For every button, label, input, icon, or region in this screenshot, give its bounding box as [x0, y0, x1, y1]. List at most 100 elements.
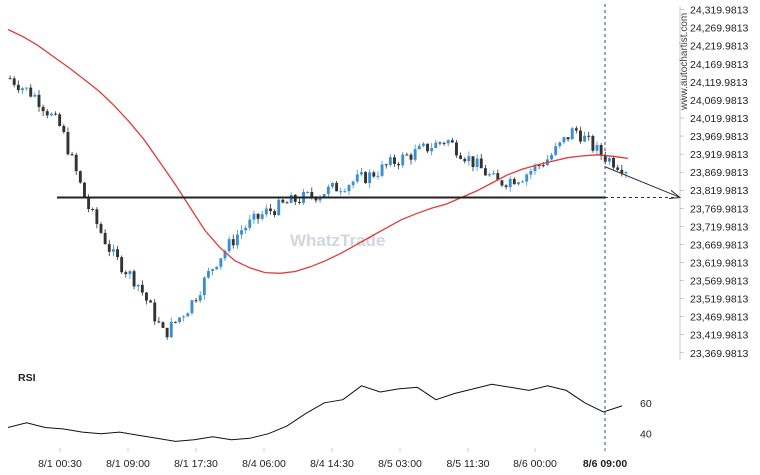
price-tick-label: 24,219.9813	[690, 41, 749, 53]
candle-body	[579, 130, 582, 142]
forecast-arrowhead	[668, 190, 682, 199]
price-tick-label: 23,719.9813	[690, 221, 749, 233]
candle-body	[103, 232, 107, 245]
candle-body	[248, 219, 252, 228]
candle-body	[140, 284, 144, 293]
candle-body	[620, 169, 624, 174]
candle-body	[58, 114, 62, 126]
candle-body	[384, 164, 388, 166]
candle-body	[314, 196, 318, 201]
candle-body	[281, 199, 285, 203]
candle-body	[442, 142, 446, 144]
candle-body	[343, 191, 347, 193]
price-tick-label: 23,769.9813	[690, 203, 749, 215]
candle-body	[393, 157, 396, 164]
candle-body	[368, 172, 372, 184]
candle-body	[574, 128, 578, 131]
candle-body	[21, 88, 24, 91]
candle-body	[550, 154, 553, 160]
candle-body	[29, 87, 33, 97]
watermark-center: WhatzTrade	[290, 231, 385, 250]
candle-body	[223, 251, 227, 259]
candle-body	[318, 196, 322, 201]
candle-body	[455, 142, 458, 156]
price-tick-label: 23,969.9813	[690, 131, 749, 143]
candle-body	[488, 174, 491, 176]
candle-body	[153, 302, 157, 322]
candle-body	[479, 158, 483, 169]
candle-body	[149, 300, 153, 303]
candle-body	[120, 257, 124, 273]
candle-body	[231, 239, 235, 246]
price-tick-label: 24,069.9813	[690, 95, 749, 107]
candle-body	[438, 142, 442, 144]
candle-body	[326, 186, 330, 195]
candle-body	[70, 154, 74, 156]
candle-body	[202, 277, 206, 296]
candle-body	[285, 202, 289, 204]
candle-body	[178, 317, 181, 323]
candle-body	[446, 140, 450, 144]
candle-body	[401, 154, 405, 166]
rsi-line	[7, 383, 623, 442]
time-tick-label: 8/1 17:30	[174, 458, 218, 470]
candle-body	[95, 209, 99, 225]
candle-body	[570, 128, 574, 140]
candle-body	[198, 295, 202, 301]
candle-body	[595, 145, 599, 151]
price-tick-label: 23,919.9813	[690, 149, 749, 161]
time-tick-label: 8/6 09:00	[583, 458, 628, 470]
candle-body	[388, 157, 392, 166]
candle-body	[397, 163, 401, 166]
candle-body	[587, 135, 591, 137]
rsi-axis-labels: 60 40	[640, 398, 652, 441]
candle-body	[182, 316, 186, 318]
candle-body	[500, 180, 504, 186]
candle-body	[533, 165, 537, 172]
candle-body	[537, 165, 541, 167]
candle-body	[219, 258, 223, 267]
candle-body	[91, 208, 95, 210]
candle-body	[504, 185, 508, 188]
forecast-arrow-line	[604, 166, 681, 198]
time-tick-label: 8/1 09:00	[106, 458, 150, 470]
candle-body	[25, 87, 29, 89]
candle-body	[417, 145, 421, 150]
candle-body	[173, 321, 177, 323]
candle-body	[541, 165, 545, 167]
candle-body	[186, 313, 190, 317]
price-tick-label: 23,669.9813	[690, 239, 749, 251]
rsi-title: RSI	[18, 372, 36, 384]
candle-body	[45, 111, 49, 116]
price-tick-label: 23,569.9813	[690, 276, 749, 288]
candle-body	[496, 173, 500, 181]
candle-body	[331, 182, 334, 187]
price-tick-label: 23,369.9813	[690, 348, 749, 360]
candle-body	[471, 156, 475, 168]
candle-body	[269, 208, 272, 212]
candle-body	[467, 156, 471, 162]
candle-body	[240, 230, 243, 235]
candle-body	[99, 224, 103, 233]
candle-body	[322, 194, 326, 197]
candle-body	[41, 106, 45, 112]
candle-body	[359, 172, 363, 175]
candle-body	[355, 174, 359, 182]
time-tick-label: 8/5 11:30	[446, 458, 489, 470]
candle-body	[145, 292, 148, 301]
price-tick-label: 24,019.9813	[690, 113, 749, 125]
candle-body	[483, 168, 487, 176]
candle-body	[463, 158, 467, 162]
price-tick-label: 24,169.9813	[690, 59, 749, 71]
candle-body	[583, 135, 587, 142]
candle-body	[211, 269, 215, 271]
price-tick-label: 23,519.9813	[690, 294, 749, 306]
candle-body	[49, 113, 53, 116]
candle-body	[235, 234, 239, 246]
candle-body	[157, 321, 161, 323]
candle-body	[529, 171, 533, 175]
price-tick-label: 24,269.9813	[690, 23, 749, 35]
candle-body	[252, 213, 256, 220]
candle-body	[215, 266, 219, 270]
candle-body	[111, 249, 115, 252]
